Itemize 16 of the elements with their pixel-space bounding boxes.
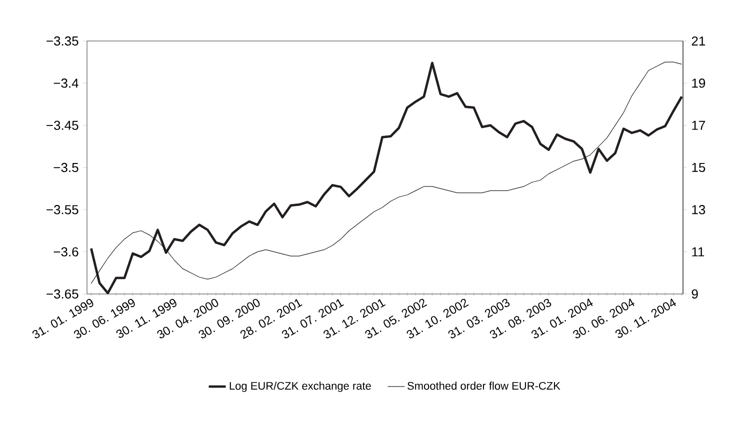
y2-tick-label: 15 (692, 162, 706, 172)
y-tick-label: −3.5 (54, 162, 78, 172)
y-tick-label: −3.65 (46, 289, 78, 299)
legend-label: Log EUR/CZK exchange rate (230, 382, 371, 392)
y2-tick-label: 19 (692, 78, 706, 88)
y2-tick-label: 9 (692, 289, 698, 299)
y-tick-label: −3.35 (46, 36, 78, 46)
y2-tick-label: 11 (692, 247, 704, 256)
y-tick-label: −3.6 (54, 247, 78, 256)
y2-tick-label: 21 (692, 36, 706, 46)
y-tick-label: −3.45 (46, 120, 78, 130)
y-tick-label: −3.4 (54, 78, 78, 88)
y2-tick-label: 17 (692, 120, 706, 130)
y2-tick-label: 13 (692, 205, 706, 214)
y-tick-label: −3.55 (46, 205, 78, 214)
legend-label: Smoothed order flow EUR-CZK (408, 382, 560, 390)
